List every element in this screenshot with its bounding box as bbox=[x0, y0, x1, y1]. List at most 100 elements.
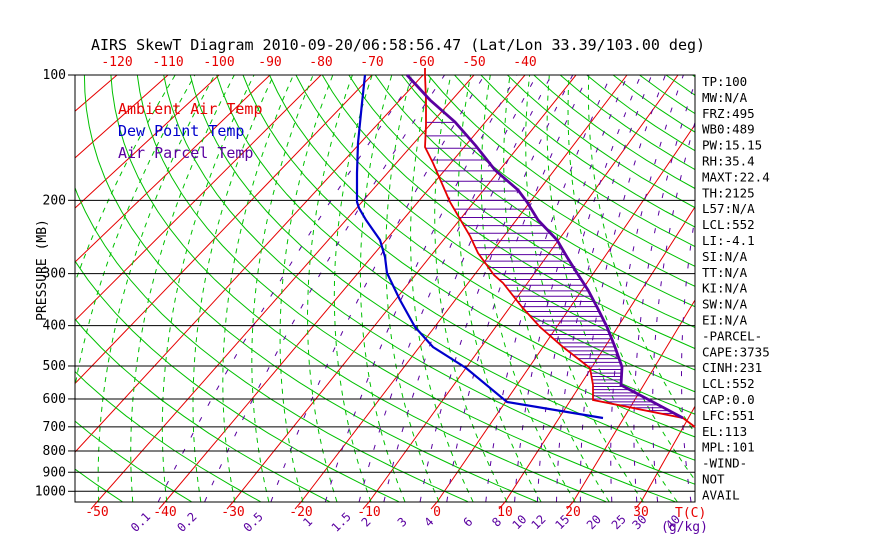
legend-dew-point-temp: Dew Point Temp bbox=[118, 122, 244, 140]
moist-adiabat-line bbox=[457, 75, 542, 502]
cape-hatch-area bbox=[425, 121, 680, 417]
mixing-ratio-label-3: 3 bbox=[395, 515, 410, 530]
dry-adiabat-line bbox=[665, 75, 695, 96]
moist-adiabat-line bbox=[97, 75, 216, 502]
moist-adiabat-line bbox=[222, 75, 294, 502]
moist-adiabat-line bbox=[503, 75, 610, 502]
background-line-families bbox=[75, 75, 695, 502]
mixing-ratio-line bbox=[358, 75, 538, 502]
mixing-ratio-line bbox=[633, 81, 695, 502]
dry-adiabat-line bbox=[216, 75, 695, 438]
dry-adiabat-line bbox=[75, 468, 123, 502]
dry-adiabat-line bbox=[110, 75, 607, 502]
moist-adiabat-line bbox=[192, 75, 275, 502]
mixing-ratio-line bbox=[446, 75, 589, 502]
mixing-ratio-line bbox=[514, 75, 629, 502]
isotherm-line bbox=[75, 75, 220, 209]
dry-adiabat-line bbox=[75, 259, 400, 502]
bottom-temp-label--30: -30 bbox=[221, 505, 244, 520]
dew-point-curve bbox=[355, 74, 604, 420]
stat-line-22: EL:113 bbox=[702, 424, 747, 439]
isotherm-stub bbox=[294, 501, 302, 510]
dry-adiabat-line bbox=[374, 75, 695, 308]
moist-adiabat-line bbox=[480, 75, 576, 502]
stat-line-11: SI:N/A bbox=[702, 249, 748, 264]
top-temp-label--40: -40 bbox=[513, 55, 536, 70]
isotherm-line bbox=[436, 123, 695, 502]
stat-line-25: NOT bbox=[702, 472, 725, 487]
mixing-ratio-line bbox=[610, 75, 684, 502]
stat-line-18: CINH:231 bbox=[702, 360, 762, 375]
isotherm-stub bbox=[90, 501, 98, 510]
mixing-ratio-label-1.5: 1.5 bbox=[329, 510, 354, 535]
stat-line-19: LCL:552 bbox=[702, 376, 755, 391]
isotherm-line bbox=[232, 75, 577, 502]
stat-line-15: EI:N/A bbox=[702, 313, 748, 328]
moist-adiabat-line bbox=[333, 75, 373, 502]
top-temp-label--100: -100 bbox=[203, 55, 234, 70]
mixing-ratio-label-25: 25 bbox=[609, 512, 629, 532]
dry-adiabat-line bbox=[75, 318, 330, 502]
dry-adiabat-line bbox=[348, 75, 695, 329]
dry-adiabat-line bbox=[480, 75, 695, 228]
dry-adiabat-line bbox=[295, 75, 695, 371]
pressure-tick-label-1000: 1000 bbox=[35, 484, 66, 499]
legend-air-parcel-temp: Air Parcel Temp bbox=[118, 144, 253, 162]
ambient-temp-curve bbox=[424, 68, 696, 428]
moist-adiabat-line bbox=[359, 75, 406, 502]
mixing-ratio-label-0.1: 0.1 bbox=[128, 510, 153, 535]
plot-frame bbox=[74, 74, 696, 503]
pressure-tick-label-700: 700 bbox=[43, 420, 66, 435]
isotherm-stub bbox=[566, 501, 574, 510]
sounding-curves bbox=[355, 68, 696, 428]
moist-adiabat-line bbox=[75, 75, 176, 284]
isotherm-line bbox=[640, 405, 695, 502]
isotherm-line bbox=[368, 75, 679, 502]
top-temp-label--120: -120 bbox=[101, 55, 132, 70]
mixing-ratio-line bbox=[579, 75, 666, 502]
bottom-temp-label-0: 0 bbox=[433, 505, 441, 520]
isotherm-stub bbox=[158, 501, 166, 510]
isotherm-line bbox=[75, 75, 373, 385]
top-temp-label--80: -80 bbox=[309, 55, 332, 70]
dry-adiabat-line bbox=[559, 75, 695, 171]
stat-line-14: SW:N/A bbox=[702, 297, 748, 312]
pressure-tick-label-100: 100 bbox=[43, 68, 66, 83]
stat-line-13: KI:N/A bbox=[702, 281, 748, 296]
mixing-ratio-line bbox=[485, 75, 612, 502]
mixing-ratio-line bbox=[383, 75, 552, 502]
bottom-temp-label-30: 30 bbox=[633, 505, 649, 520]
mixing-ratio-label-12: 12 bbox=[529, 512, 549, 532]
stat-line-7: TH:2125 bbox=[702, 185, 755, 200]
mixing-ratio-line bbox=[652, 120, 695, 502]
stat-line-20: CAP:0.0 bbox=[702, 392, 755, 407]
dry-adiabat-line bbox=[427, 75, 695, 267]
stat-line-3: WB0:489 bbox=[702, 122, 755, 137]
isotherm-line bbox=[300, 75, 628, 502]
bottom-temp-label-20: 20 bbox=[565, 505, 581, 520]
top-temp-label--60: -60 bbox=[411, 55, 434, 70]
stat-line-8: L57:N/A bbox=[702, 201, 755, 216]
pressure-tick-label-300: 300 bbox=[43, 267, 66, 282]
moist-adiabat-line bbox=[385, 75, 440, 502]
stat-line-17: CAPE:3735 bbox=[702, 344, 770, 359]
moist-adiabat-line bbox=[587, 75, 695, 435]
mixing-ratio-line bbox=[556, 75, 653, 502]
stat-line-0: TP:100 bbox=[702, 74, 747, 89]
dry-adiabat-line bbox=[586, 75, 695, 152]
stat-line-4: PW:15.15 bbox=[702, 138, 762, 153]
dry-adiabat-line bbox=[242, 75, 695, 415]
top-temp-label--90: -90 bbox=[258, 55, 281, 70]
dry-adiabat-line bbox=[401, 75, 695, 287]
isotherm-line bbox=[75, 75, 271, 263]
dry-adiabat-line bbox=[507, 75, 695, 209]
chart-title: AIRS SkewT Diagram 2010-09-20/06:58:56.4… bbox=[91, 36, 705, 54]
pressure-tick-label-800: 800 bbox=[43, 444, 66, 459]
dry-adiabat-line bbox=[83, 75, 538, 502]
moist-adiabat-line bbox=[567, 75, 695, 481]
moist-adiabat-line bbox=[306, 75, 353, 502]
moist-adiabat-line bbox=[130, 75, 235, 502]
pressure-tick-label-900: 900 bbox=[43, 465, 66, 480]
